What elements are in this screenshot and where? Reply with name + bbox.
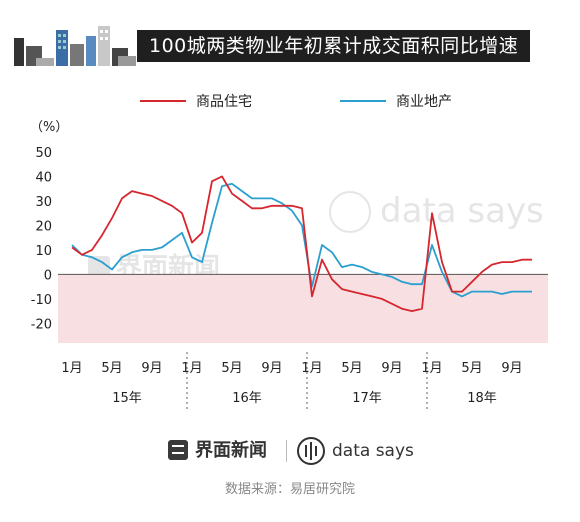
x-tick-label-year: 15年 <box>112 391 142 406</box>
series-line-commercial <box>71 182 532 298</box>
x-tick-label-month: 5月 <box>461 361 482 376</box>
chart-title: 100城两类物业年初累计成交面积同比增速 <box>137 30 531 62</box>
legend-swatch-commercial <box>340 100 386 102</box>
x-tick-label-year: 17年 <box>352 391 382 406</box>
legend-item-commercial: 商业地产 <box>340 90 452 114</box>
jiemian-logo-icon <box>168 440 188 460</box>
x-tick-label-month: 1月 <box>181 361 202 376</box>
x-tick-label-month: 1月 <box>421 361 442 376</box>
x-tick-label-month: 9月 <box>141 361 162 376</box>
y-axis-unit-label: （%） <box>30 120 68 135</box>
y-tick-label: -20 <box>31 317 52 332</box>
x-tick-label-year: 18年 <box>467 391 497 406</box>
x-tick-label-month: 9月 <box>381 361 402 376</box>
city-skyline-icon <box>14 26 136 66</box>
line-chart: （%） -20 -10 0 10 20 30 40 50 1月 5月 9月 1月 5月 9月 1月 5月 9月 1月… <box>30 120 548 412</box>
x-tick-label-month: 5月 <box>221 361 242 376</box>
y-tick-label: -10 <box>31 293 52 308</box>
footer-brand: 界面新闻 data says <box>0 434 580 468</box>
y-tick-label: 50 <box>35 146 52 161</box>
legend: 商品住宅 商业地产 <box>0 90 580 114</box>
datasays-icon <box>297 437 325 465</box>
legend-label-commercial: 商业地产 <box>396 94 452 110</box>
legend-label-residential: 商品住宅 <box>196 94 252 110</box>
legend-item-residential: 商品住宅 <box>140 90 252 114</box>
y-tick-label: 0 <box>44 268 52 283</box>
series-line-residential <box>71 175 532 313</box>
x-tick-label-year: 16年 <box>232 391 262 406</box>
x-tick-label-month: 9月 <box>261 361 282 376</box>
data-source: 数据来源：易居研究院 <box>224 482 355 497</box>
x-tick-label-month: 1月 <box>301 361 322 376</box>
y-tick-label: 10 <box>35 244 52 259</box>
legend-swatch-residential <box>140 100 186 102</box>
jiemian-brand-name: 界面新闻 <box>195 440 267 461</box>
y-tick-label: 40 <box>35 170 52 185</box>
y-tick-label: 30 <box>35 195 52 210</box>
y-tick-label: 20 <box>35 219 52 234</box>
header: 100城两类物业年初累计成交面积同比增速 <box>0 0 580 78</box>
x-tick-label-month: 1月 <box>61 361 82 376</box>
x-tick-label-month: 5月 <box>341 361 362 376</box>
datasays-brand-name: data says <box>332 441 414 461</box>
x-tick-label-month: 5月 <box>101 361 122 376</box>
x-tick-label-month: 9月 <box>501 361 522 376</box>
negative-region-shade <box>58 274 548 343</box>
brand-divider <box>286 440 287 462</box>
